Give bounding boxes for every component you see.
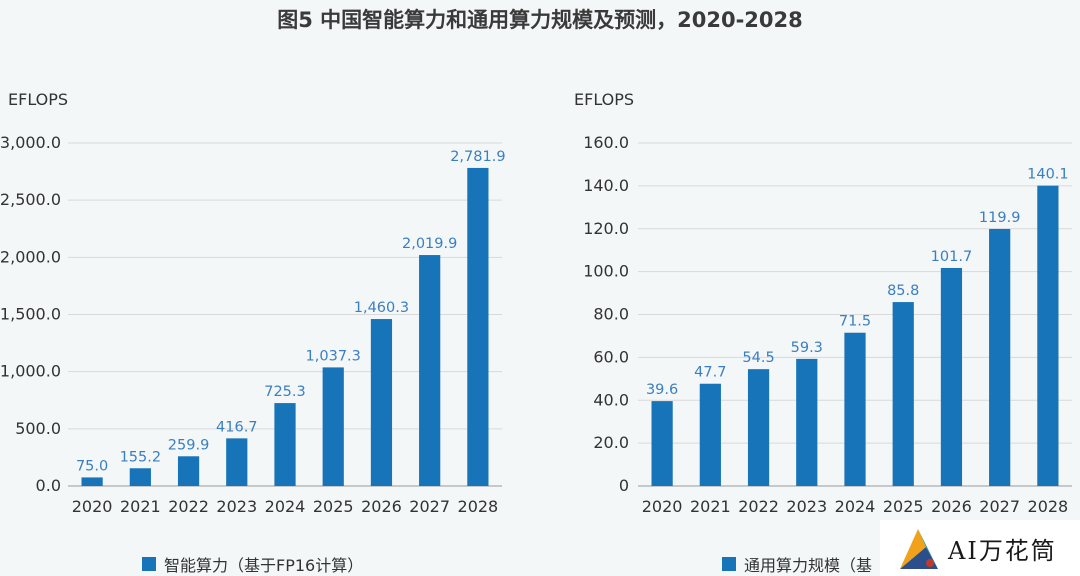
value-label-0-2028: 2,781.9	[450, 149, 505, 165]
value-label-0-2020: 75.0	[76, 458, 108, 474]
y-tick-label-1-1: 20.0	[593, 433, 629, 452]
bar-0-2022	[177, 456, 200, 486]
logo-text: AI万花筒	[948, 536, 1057, 565]
value-label-0-2022: 259.9	[168, 437, 210, 453]
bar-0-2020	[81, 477, 103, 486]
bar-0-2021	[129, 468, 151, 486]
y-tick-label-0-2: 1,000.0	[0, 362, 61, 381]
value-label-1-2022: 54.5	[742, 350, 774, 366]
right-bar-chart: 0 20.0 40.0 60.0 80.0 100.0 120.0 140.0 160.0 39.…	[583, 133, 1072, 516]
bar-1-2023	[796, 358, 818, 486]
x-tick-label-1-2022: 2022	[738, 497, 779, 516]
bar-0-2028	[467, 167, 489, 486]
x-tick-label-0-2025: 2025	[313, 497, 354, 516]
value-label-1-2023: 59.3	[791, 340, 823, 356]
right-unit-label: EFLOPS	[574, 90, 635, 109]
value-label-1-2020: 39.6	[646, 382, 678, 398]
x-tick-label-0-2023: 2023	[216, 497, 257, 516]
x-tick-label-1-2027: 2027	[979, 497, 1020, 516]
bar-1-2027	[989, 228, 1011, 487]
watermark-logo: AI万花筒	[880, 520, 1080, 576]
bar-1-2028	[1037, 185, 1059, 486]
bar-0-2024	[274, 403, 296, 486]
bar-1-2025	[892, 302, 914, 486]
y-tick-label-1-0: 0	[619, 476, 629, 495]
bar-1-2024	[844, 332, 866, 486]
y-tick-label-1-2: 40.0	[593, 390, 629, 409]
legend-label-right: 通用算力规模（基	[744, 556, 873, 575]
y-tick-label-0-3: 1,500.0	[0, 305, 61, 324]
x-tick-label-0-2027: 2027	[409, 497, 450, 516]
x-tick-label-1-2024: 2024	[835, 497, 876, 516]
x-tick-label-0-2022: 2022	[168, 497, 209, 516]
legend-label-left: 智能算力（基于FP16计算）	[164, 556, 364, 575]
left-bar-chart: 0.0 500.0 1,000.0 1,500.0 2,000.0 2,500.0 3,00…	[0, 133, 506, 516]
y-tick-label-0-6: 3,000.0	[0, 133, 61, 152]
x-tick-label-1-2020: 2020	[642, 497, 683, 516]
y-tick-label-1-6: 120.0	[583, 219, 629, 238]
y-tick-label-0-1: 500.0	[15, 419, 61, 438]
value-label-0-2023: 416.7	[216, 419, 258, 435]
bar-0-2027	[419, 255, 441, 486]
y-tick-label-1-4: 80.0	[593, 305, 629, 324]
value-label-0-2021: 155.2	[120, 449, 162, 465]
value-label-1-2026: 101.7	[931, 249, 973, 265]
value-label-0-2027: 2,019.9	[402, 236, 457, 252]
value-label-1-2024: 71.5	[839, 314, 871, 330]
x-tick-label-0-2024: 2024	[265, 497, 306, 516]
x-tick-label-0-2021: 2021	[120, 497, 161, 516]
bar-1-2020	[651, 401, 673, 486]
bar-0-2026	[370, 319, 393, 486]
value-label-1-2028: 140.1	[1027, 167, 1069, 183]
y-tick-label-1-7: 140.0	[583, 176, 629, 195]
bar-0-2023	[226, 438, 248, 486]
kaleidoscope-logo-icon	[900, 529, 938, 569]
y-tick-label-1-5: 100.0	[583, 262, 629, 281]
bar-1-2021	[699, 383, 721, 486]
y-tick-label-1-8: 160.0	[583, 133, 629, 152]
x-tick-label-1-2025: 2025	[883, 497, 924, 516]
y-tick-label-0-5: 2,500.0	[0, 190, 61, 209]
x-tick-label-0-2026: 2026	[361, 497, 402, 516]
x-tick-label-1-2026: 2026	[931, 497, 972, 516]
bar-1-2026	[940, 267, 963, 486]
right-legend: 通用算力规模（基	[722, 552, 872, 576]
y-tick-label-0-0: 0.0	[36, 476, 61, 495]
x-tick-label-0-2028: 2028	[458, 497, 499, 516]
bar-1-2022	[747, 369, 770, 486]
legend-swatch-left	[142, 557, 156, 571]
x-tick-label-1-2021: 2021	[690, 497, 731, 516]
value-label-1-2027: 119.9	[979, 210, 1021, 226]
x-tick-label-1-2023: 2023	[786, 497, 827, 516]
left-legend: 智能算力（基于FP16计算）	[142, 552, 363, 576]
value-label-1-2021: 47.7	[694, 365, 726, 381]
value-label-1-2025: 85.8	[887, 283, 919, 299]
bar-0-2025	[322, 367, 344, 486]
legend-swatch-right	[722, 557, 736, 571]
y-tick-label-0-4: 2,000.0	[0, 247, 61, 266]
chart-title: 图5 中国智能算力和通用算力规模及预测，2020-2028	[277, 8, 803, 32]
value-label-0-2025: 1,037.3	[306, 348, 361, 364]
value-label-0-2024: 725.3	[264, 384, 306, 400]
x-tick-label-0-2020: 2020	[72, 497, 113, 516]
left-unit-label: EFLOPS	[8, 90, 69, 109]
y-tick-label-1-3: 60.0	[593, 347, 629, 366]
x-tick-label-1-2028: 2028	[1028, 497, 1069, 516]
value-label-0-2026: 1,460.3	[354, 300, 409, 316]
